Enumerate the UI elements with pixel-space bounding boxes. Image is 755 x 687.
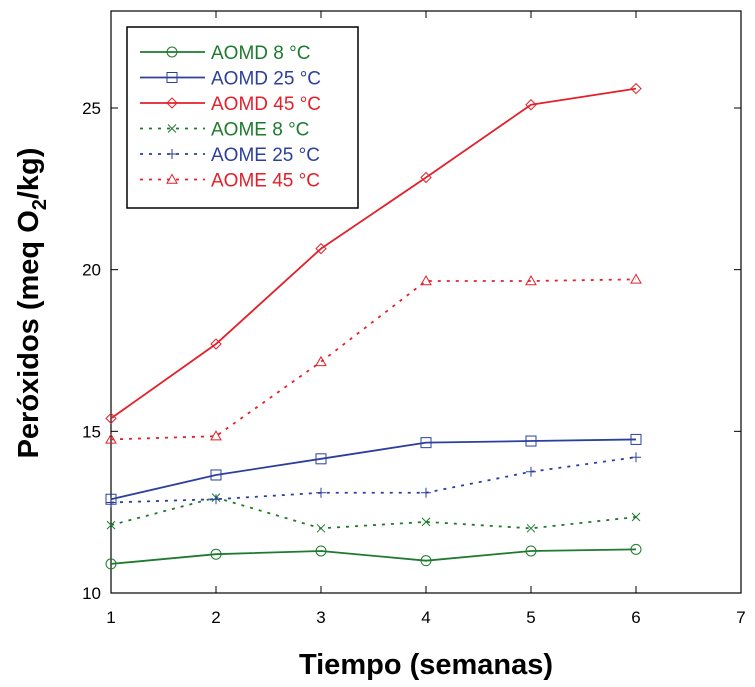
series-line-aomd-45-c <box>110 87 637 420</box>
series-lines <box>110 87 637 565</box>
axis-ticks: 1 2 3 4 5 6 7 10 15 20 25 <box>82 11 746 627</box>
series-line-aome-45-c <box>110 278 637 441</box>
legend-marker-aome-45-c <box>166 173 178 184</box>
data-point-aome-45-c <box>525 274 537 286</box>
data-point-aomd-45-c <box>630 82 642 95</box>
data-point-aome-25-c <box>211 494 221 505</box>
legend-box <box>126 26 359 209</box>
legend-label-aomd-8-c: AOMD 8 °C <box>211 43 310 64</box>
y-tick-label: 15 <box>82 422 101 441</box>
data-point-aomd-45-c <box>315 242 327 255</box>
legend-marker-aome-25-c <box>167 149 177 159</box>
legend-marker-aome-8-c <box>167 124 177 133</box>
data-point-aome-25-c <box>631 452 641 463</box>
legend-label-aomd-25-c: AOMD 25 °C <box>211 69 321 90</box>
y-tick-label: 10 <box>82 584 101 603</box>
data-point-aomd-25-c <box>420 437 432 449</box>
data-point-aome-45-c <box>630 273 642 284</box>
data-point-aomd-45-c <box>525 99 537 111</box>
legend-items: AOMD 8 °C AOMD 25 °C AOMD 45 °C AOME 8 °C AO… <box>140 43 321 192</box>
data-point-aome-25-c <box>421 487 431 498</box>
data-point-aomd-25-c <box>525 435 537 447</box>
x-axis-title: Tiempo (semanas) <box>299 649 553 681</box>
x-tick-label: 7 <box>736 608 745 627</box>
y-axis-title: Peróxidos (meq O2/kg) <box>13 148 51 459</box>
data-point-aome-8-c <box>631 512 641 522</box>
x-tick-label: 2 <box>211 608 220 627</box>
x-tick-label: 4 <box>421 608 430 627</box>
data-point-aomd-8-c <box>630 543 642 555</box>
legend-label-aome-8-c: AOME 8 °C <box>211 120 309 141</box>
data-point-aome-8-c <box>316 523 326 533</box>
legend-label-aome-45-c: AOME 45 °C <box>211 171 320 192</box>
x-tick-label: 1 <box>106 608 115 627</box>
x-tick-label: 5 <box>526 608 535 627</box>
data-point-aome-45-c <box>105 433 117 444</box>
data-point-aome-45-c <box>420 274 432 286</box>
legend-marker-aomd-45-c <box>166 97 178 109</box>
legend-label-aomd-45-c: AOMD 45 °C <box>211 94 321 115</box>
data-point-aome-25-c <box>316 487 326 498</box>
data-point-aome-8-c <box>106 520 116 530</box>
data-point-aomd-45-c <box>105 412 117 425</box>
data-point-aomd-25-c <box>630 433 642 445</box>
data-point-aomd-8-c <box>420 555 432 567</box>
y-axis-title-unit: /kg) <box>13 148 45 200</box>
data-point-aomd-25-c <box>315 453 327 465</box>
legend-marker-aomd-8-c <box>166 46 178 58</box>
data-point-aome-45-c <box>315 355 327 367</box>
data-point-aomd-45-c <box>420 171 432 184</box>
data-point-aome-45-c <box>210 430 222 441</box>
y-axis-title-subscript: 2 <box>29 199 51 210</box>
legend-marker-aomd-25-c <box>166 72 178 83</box>
y-tick-label: 25 <box>82 99 101 118</box>
data-point-aomd-8-c <box>210 548 222 560</box>
series-line-aome-25-c <box>110 456 637 504</box>
data-point-aomd-8-c <box>315 545 327 557</box>
data-point-aomd-25-c <box>210 469 222 481</box>
data-point-aome-8-c <box>421 517 431 527</box>
series-line-aomd-8-c <box>110 548 637 565</box>
data-point-aomd-8-c <box>525 545 537 557</box>
legend: AOMD 8 °C AOMD 25 °C AOMD 45 °C AOME 8 °C AO… <box>126 26 359 209</box>
series-line-aomd-25-c <box>110 438 637 501</box>
data-point-aome-25-c <box>106 497 116 508</box>
data-point-aomd-45-c <box>210 338 222 350</box>
data-point-aome-25-c <box>526 466 536 477</box>
legend-label-aome-25-c: AOME 25 °C <box>211 145 320 166</box>
x-tick-label: 3 <box>316 608 325 627</box>
series-line-aome-8-c <box>110 496 637 530</box>
series-markers <box>105 82 642 570</box>
data-point-aome-8-c <box>526 523 536 533</box>
data-point-aomd-8-c <box>105 558 117 570</box>
x-tick-label: 6 <box>631 608 640 627</box>
y-tick-label: 20 <box>82 261 101 280</box>
y-axis-title-main: Peróxidos (meq O <box>13 210 45 458</box>
